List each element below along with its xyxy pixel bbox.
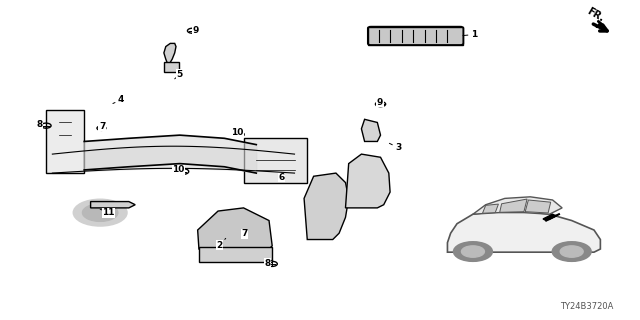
Text: TY24B3720A: TY24B3720A: [560, 302, 613, 311]
Text: 10: 10: [231, 128, 243, 137]
Text: 8: 8: [264, 259, 272, 268]
Polygon shape: [346, 154, 390, 208]
Text: 9: 9: [377, 98, 383, 107]
Text: 1: 1: [463, 30, 477, 39]
Polygon shape: [473, 197, 562, 214]
Polygon shape: [447, 211, 600, 252]
Text: FR.: FR.: [585, 5, 605, 23]
Text: 8: 8: [36, 120, 46, 129]
Circle shape: [560, 246, 583, 257]
Polygon shape: [91, 202, 135, 208]
Polygon shape: [362, 119, 381, 141]
Circle shape: [74, 199, 127, 226]
Text: 11: 11: [100, 208, 115, 218]
Text: 3: 3: [389, 143, 401, 152]
Polygon shape: [500, 199, 527, 212]
Polygon shape: [198, 208, 272, 249]
Circle shape: [461, 246, 484, 257]
Text: 9: 9: [193, 26, 199, 35]
Text: 10: 10: [172, 165, 185, 174]
Text: 7: 7: [99, 122, 105, 131]
Polygon shape: [483, 204, 499, 213]
Polygon shape: [164, 44, 176, 66]
Polygon shape: [543, 214, 556, 220]
Text: 2: 2: [216, 238, 226, 250]
Text: 5: 5: [175, 70, 183, 79]
FancyBboxPatch shape: [46, 110, 84, 173]
Polygon shape: [199, 247, 272, 262]
Polygon shape: [164, 62, 179, 72]
Circle shape: [454, 242, 492, 261]
Circle shape: [552, 242, 591, 261]
Text: 4: 4: [113, 95, 124, 104]
Polygon shape: [304, 173, 349, 240]
FancyBboxPatch shape: [368, 27, 463, 45]
Text: 6: 6: [278, 173, 285, 182]
Circle shape: [83, 204, 118, 221]
Bar: [369, 27, 463, 45]
Text: 7: 7: [242, 229, 248, 238]
Polygon shape: [525, 200, 550, 213]
FancyBboxPatch shape: [244, 138, 307, 183]
